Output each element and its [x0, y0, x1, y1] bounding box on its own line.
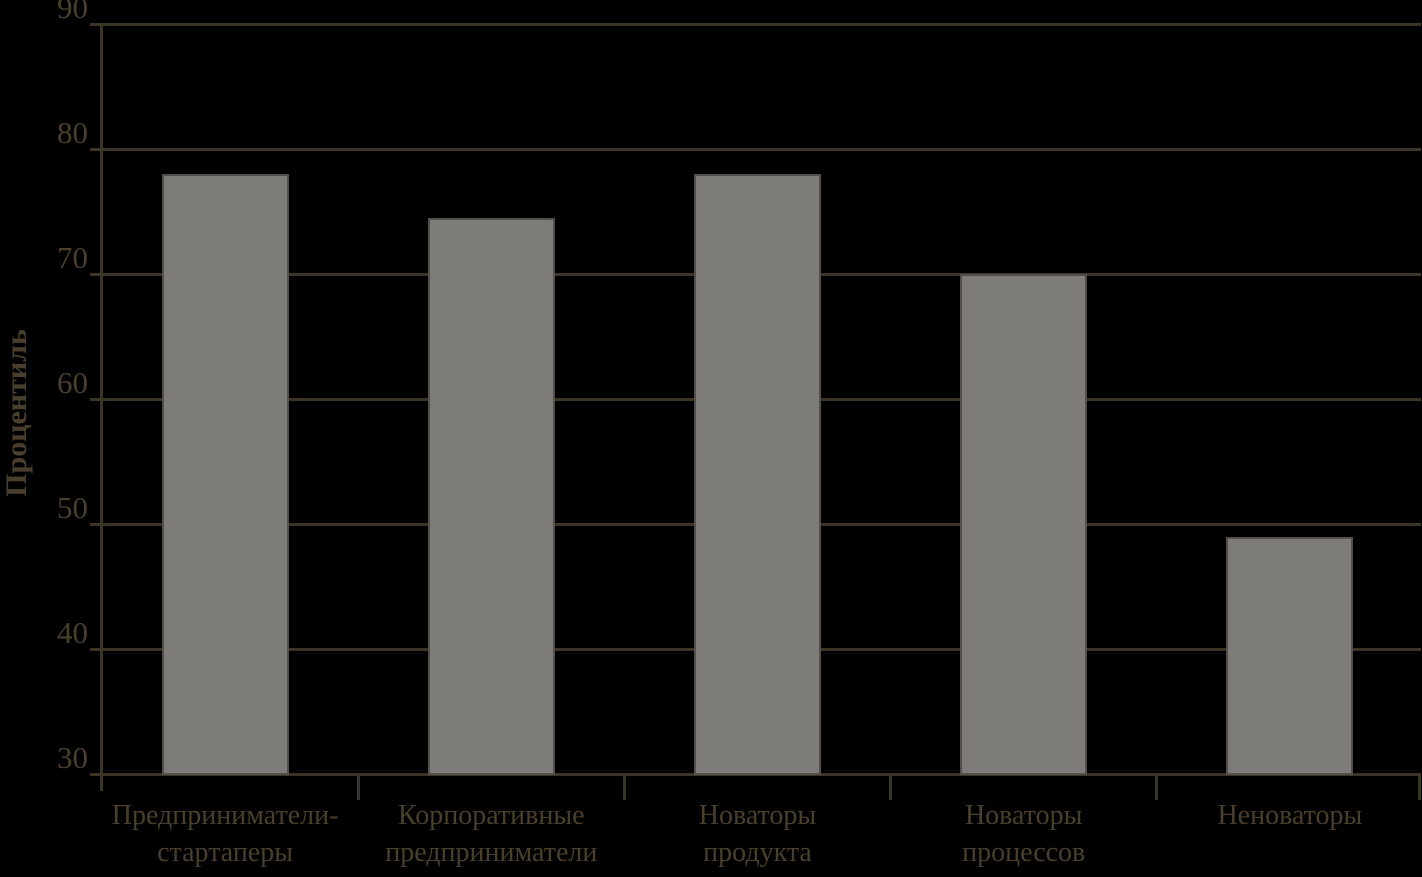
- x-tick-2: [622, 774, 626, 800]
- bar-3: [694, 174, 821, 775]
- category-label-5: Неноваторы: [1130, 797, 1422, 834]
- bar-5: [1226, 536, 1354, 775]
- y-tick-label-30: 30: [57, 740, 88, 775]
- y-tick-label-80: 80: [57, 115, 88, 150]
- category-label-line: Неноваторы: [1217, 800, 1363, 831]
- y-tick-label-90: 90: [57, 0, 88, 25]
- category-label-1: Предприниматели-стартаперы: [65, 797, 385, 871]
- category-label-line: Предприниматели-: [111, 800, 339, 831]
- x-tick-3: [889, 774, 893, 800]
- bar-2: [427, 217, 555, 775]
- y-axis-title: Процентиль: [0, 329, 33, 497]
- x-tick-4: [1155, 774, 1159, 800]
- bar-1: [161, 174, 289, 775]
- category-label-2: Корпоративные предприниматели: [331, 797, 651, 871]
- category-label-line: продукта: [703, 837, 812, 869]
- gridline-80: [90, 147, 1421, 151]
- y-axis-spine: [99, 24, 103, 791]
- category-label-line: Корпоративные: [397, 800, 585, 831]
- category-label-4: Новаторы процессов: [864, 797, 1184, 871]
- y-tick-label-50: 50: [57, 490, 88, 525]
- y-tick-label-60: 60: [57, 365, 88, 400]
- category-label-line: предприниматели: [385, 837, 598, 869]
- gridline-90: [90, 22, 1421, 26]
- x-tick-1: [356, 774, 360, 800]
- bar-4: [960, 274, 1088, 775]
- y-tick-label-40: 40: [57, 615, 88, 650]
- category-label-3: Новаторы продукта: [598, 797, 918, 871]
- x-tick-right-corner: [1418, 774, 1421, 800]
- category-label-line: Новаторы: [964, 800, 1083, 831]
- y-tick-label-70: 70: [57, 240, 88, 275]
- category-label-line: стартаперы: [157, 837, 294, 869]
- category-label-line: процессов: [962, 837, 1086, 869]
- category-label-line: Новаторы: [698, 800, 817, 831]
